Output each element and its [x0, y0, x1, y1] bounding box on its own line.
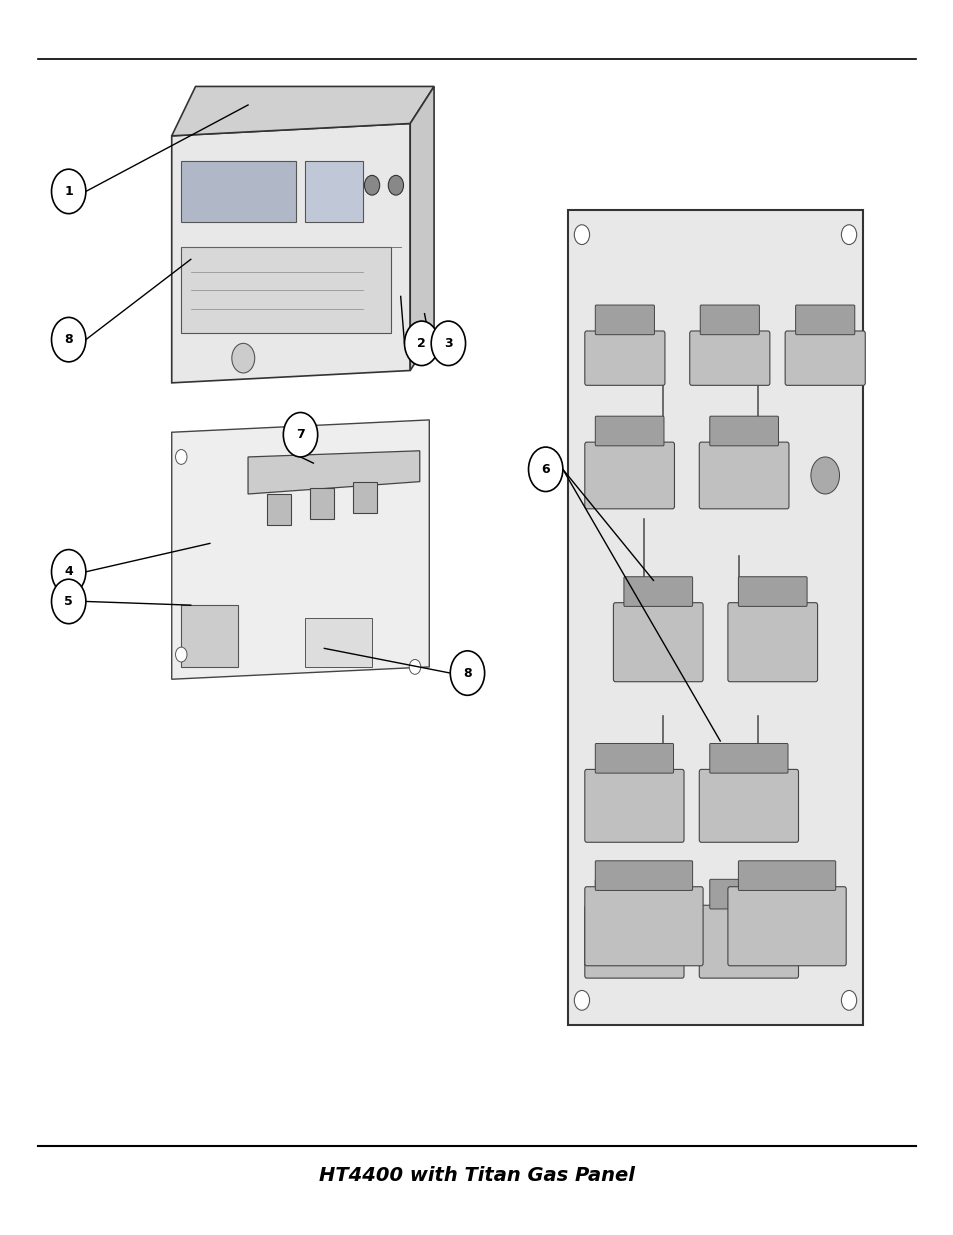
FancyBboxPatch shape — [584, 442, 674, 509]
FancyBboxPatch shape — [310, 488, 334, 519]
FancyBboxPatch shape — [700, 305, 759, 335]
Circle shape — [574, 225, 589, 245]
Circle shape — [388, 175, 403, 195]
FancyBboxPatch shape — [305, 618, 372, 667]
Polygon shape — [172, 86, 434, 136]
FancyBboxPatch shape — [595, 416, 663, 446]
FancyBboxPatch shape — [709, 416, 778, 446]
FancyBboxPatch shape — [595, 305, 654, 335]
Polygon shape — [172, 124, 410, 383]
Text: 7: 7 — [295, 429, 305, 441]
FancyBboxPatch shape — [595, 879, 673, 909]
Circle shape — [450, 651, 484, 695]
FancyBboxPatch shape — [595, 861, 692, 890]
FancyBboxPatch shape — [709, 879, 787, 909]
FancyBboxPatch shape — [181, 247, 391, 333]
Polygon shape — [172, 420, 429, 679]
Polygon shape — [248, 451, 419, 494]
Circle shape — [51, 169, 86, 214]
Circle shape — [431, 321, 465, 366]
Circle shape — [409, 659, 420, 674]
FancyBboxPatch shape — [584, 887, 702, 966]
FancyBboxPatch shape — [784, 331, 864, 385]
Circle shape — [404, 321, 438, 366]
Circle shape — [283, 412, 317, 457]
Text: 4: 4 — [64, 566, 73, 578]
Circle shape — [175, 450, 187, 464]
Text: 1: 1 — [64, 185, 73, 198]
FancyBboxPatch shape — [584, 905, 683, 978]
Circle shape — [810, 457, 839, 494]
Circle shape — [841, 990, 856, 1010]
FancyBboxPatch shape — [699, 769, 798, 842]
Text: 5: 5 — [64, 595, 73, 608]
Circle shape — [528, 447, 562, 492]
FancyBboxPatch shape — [305, 161, 362, 222]
Text: 8: 8 — [64, 333, 73, 346]
Circle shape — [232, 343, 254, 373]
FancyBboxPatch shape — [623, 577, 692, 606]
FancyBboxPatch shape — [795, 305, 854, 335]
Circle shape — [841, 225, 856, 245]
Text: 3: 3 — [443, 337, 453, 350]
Circle shape — [51, 550, 86, 594]
Text: 6: 6 — [540, 463, 550, 475]
FancyBboxPatch shape — [738, 861, 835, 890]
Circle shape — [175, 647, 187, 662]
FancyBboxPatch shape — [181, 605, 238, 667]
FancyBboxPatch shape — [689, 331, 769, 385]
FancyBboxPatch shape — [584, 769, 683, 842]
FancyBboxPatch shape — [699, 442, 788, 509]
Text: 8: 8 — [462, 667, 472, 679]
Circle shape — [51, 317, 86, 362]
FancyBboxPatch shape — [353, 482, 376, 513]
FancyBboxPatch shape — [727, 603, 817, 682]
FancyBboxPatch shape — [613, 603, 702, 682]
FancyBboxPatch shape — [567, 210, 862, 1025]
FancyBboxPatch shape — [595, 743, 673, 773]
FancyBboxPatch shape — [699, 905, 798, 978]
Text: HT4400 with Titan Gas Panel: HT4400 with Titan Gas Panel — [318, 1166, 635, 1186]
FancyBboxPatch shape — [267, 494, 291, 525]
FancyBboxPatch shape — [738, 577, 806, 606]
Polygon shape — [410, 86, 434, 370]
Circle shape — [51, 579, 86, 624]
FancyBboxPatch shape — [727, 887, 845, 966]
Text: 2: 2 — [416, 337, 426, 350]
Circle shape — [574, 990, 589, 1010]
FancyBboxPatch shape — [584, 331, 664, 385]
FancyBboxPatch shape — [181, 161, 295, 222]
Circle shape — [364, 175, 379, 195]
FancyBboxPatch shape — [709, 743, 787, 773]
